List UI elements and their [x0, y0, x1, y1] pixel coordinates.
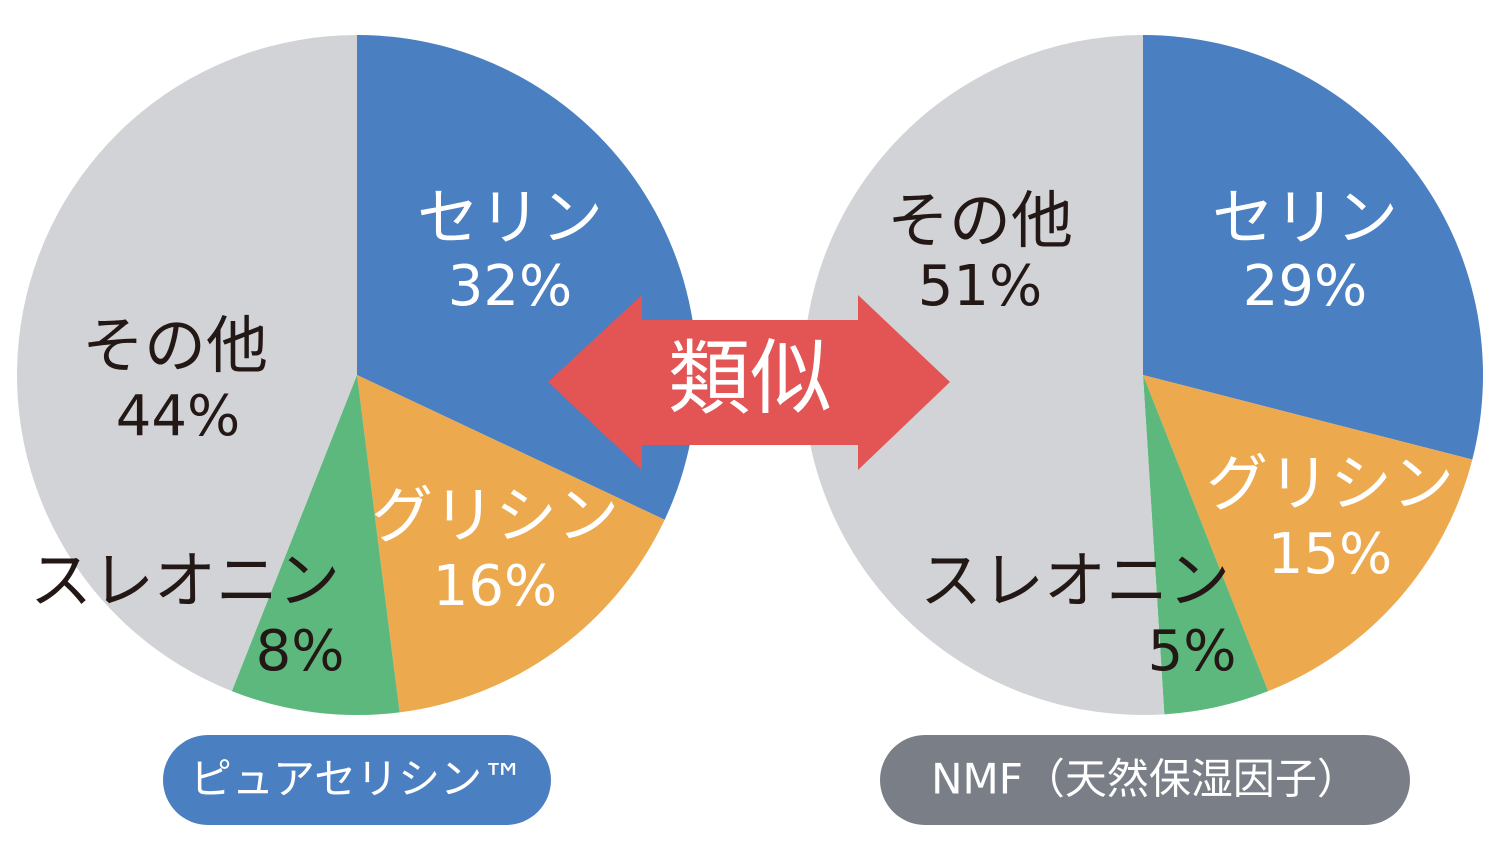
- slice-label: セリン: [1212, 181, 1398, 254]
- value-label: 8%: [256, 619, 345, 684]
- value-label: 16%: [433, 554, 557, 619]
- value-label: 32%: [448, 254, 572, 319]
- pie-slice: [357, 375, 665, 713]
- slice-label: セリン: [417, 181, 603, 254]
- pie-slice: [802, 35, 1165, 716]
- value-label: 51%: [918, 254, 1042, 319]
- similarity-arrow: [548, 295, 950, 470]
- value-label: 5%: [1148, 619, 1237, 684]
- pie-slice: [16, 35, 358, 692]
- value-label: 29%: [1243, 254, 1367, 319]
- slice-label: スレオニン: [30, 544, 340, 617]
- value-label: 44%: [116, 384, 240, 449]
- slice-label: グリシン: [1206, 447, 1454, 520]
- slice-label: その他: [82, 309, 268, 382]
- annotation: 類似: [668, 331, 832, 426]
- value-label: 15%: [1268, 522, 1392, 587]
- chart-title: NMF（天然保湿因子）: [931, 755, 1359, 804]
- chart-title: ピュアセリシン™: [190, 755, 524, 804]
- title-pill: [880, 735, 1410, 825]
- pie-slice: [1143, 375, 1269, 715]
- slice-label: その他: [887, 184, 1073, 257]
- title-pill: [163, 735, 551, 825]
- pie-slice: [1143, 375, 1473, 692]
- slice-label: グリシン: [371, 479, 619, 552]
- pie-slice: [231, 375, 400, 715]
- pies: セリン32%グリシン16%スレオニン8%その他44%ピュアセリシン™セリン29%…: [16, 35, 1483, 825]
- pie-slice: [1143, 35, 1483, 460]
- slice-label: スレオニン: [920, 544, 1230, 617]
